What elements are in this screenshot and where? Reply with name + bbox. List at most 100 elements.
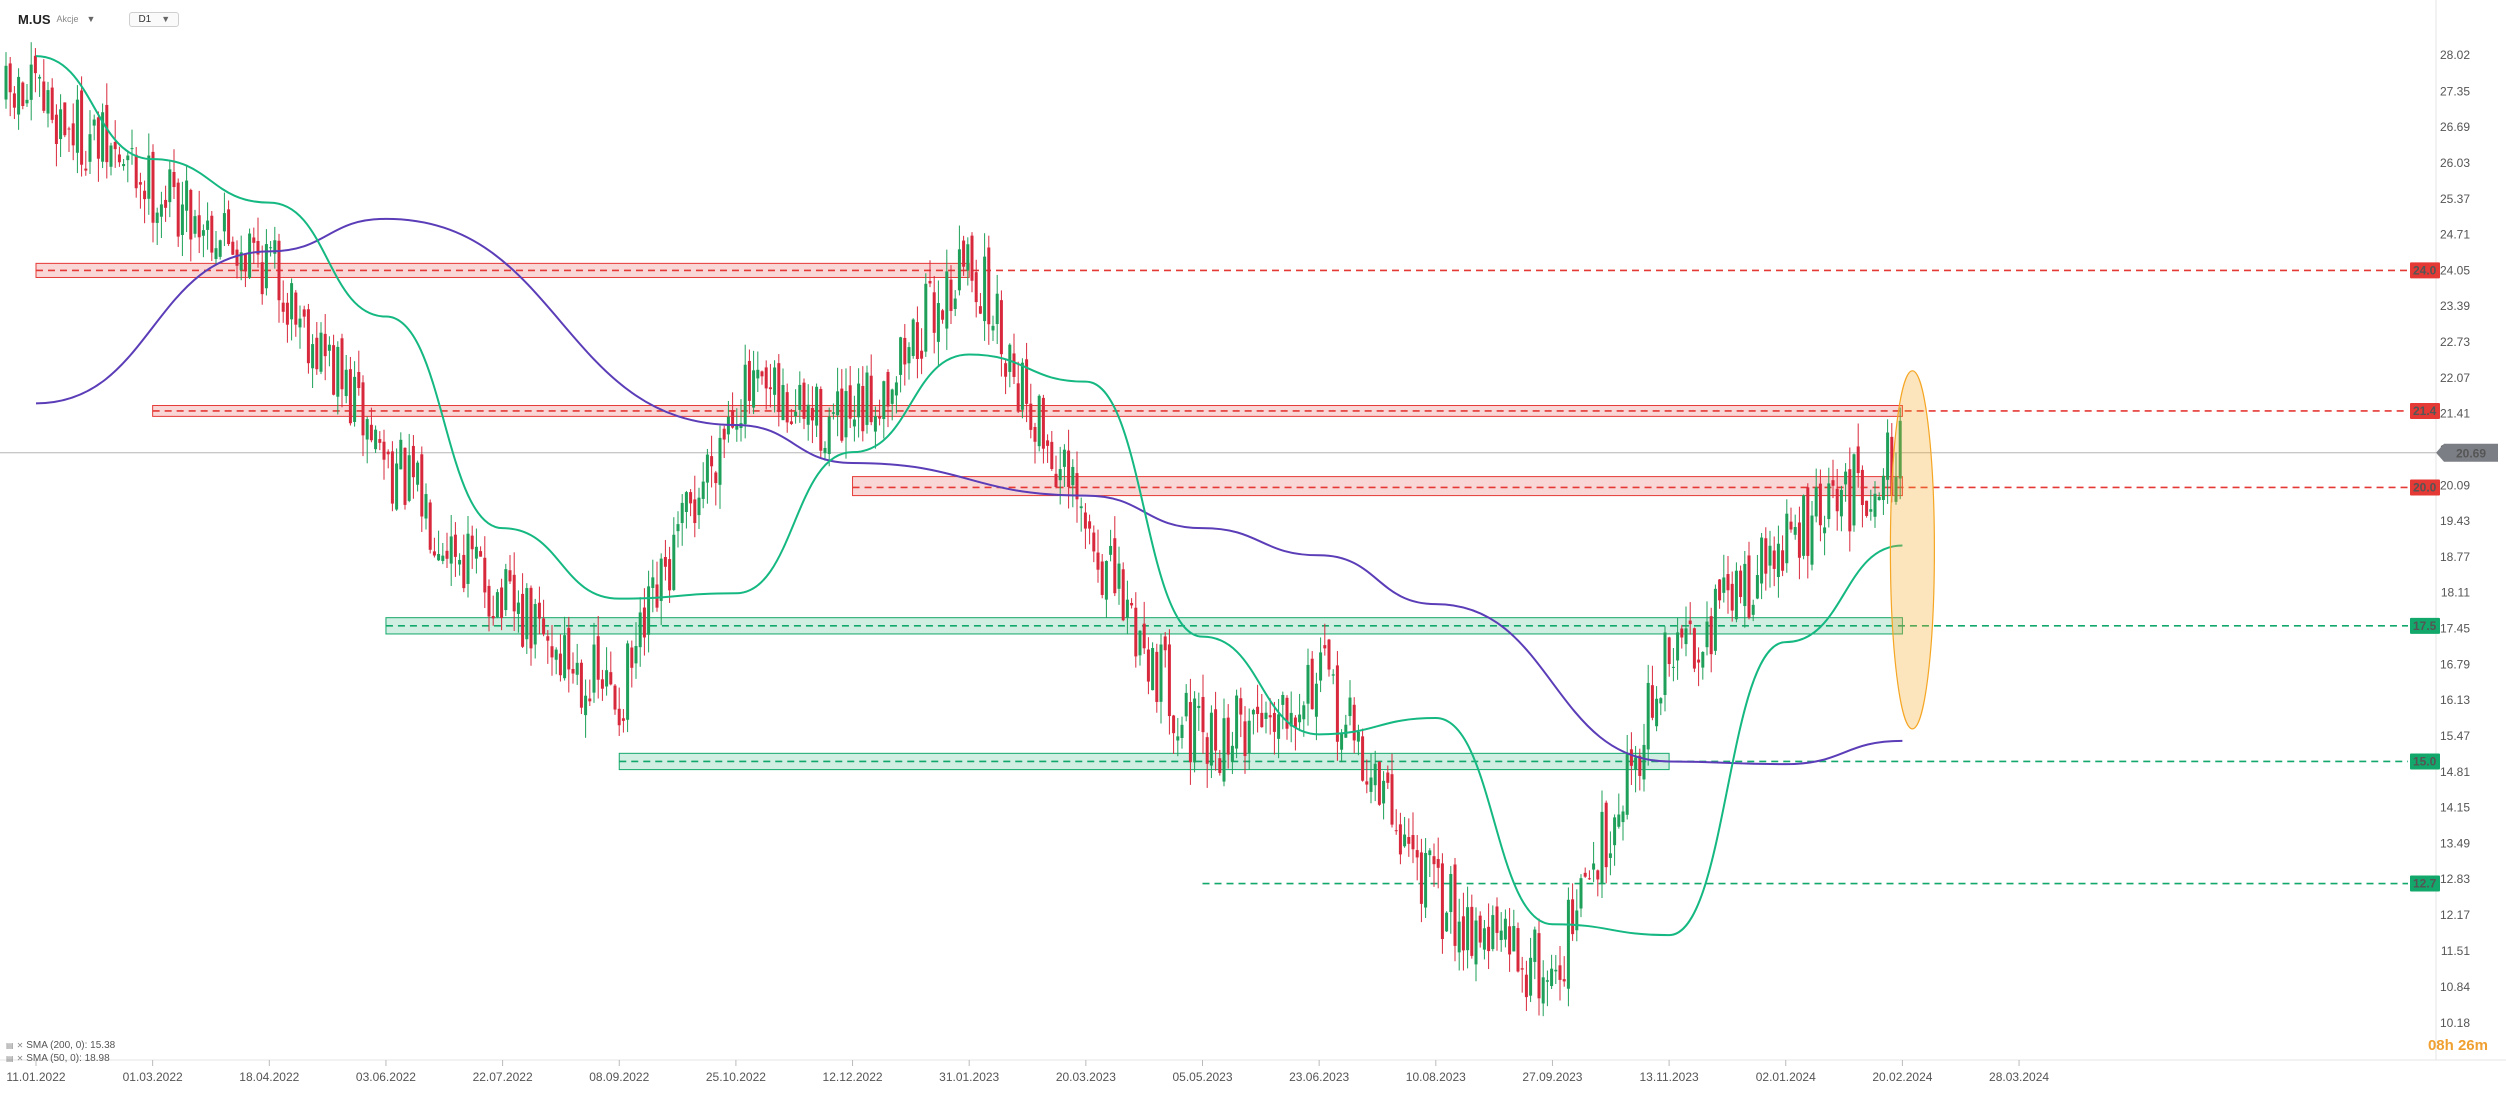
candle-up — [1755, 575, 1759, 599]
candle-up — [672, 534, 676, 590]
candle-up — [806, 404, 810, 425]
candle-down — [785, 392, 789, 423]
candle-down — [1092, 532, 1096, 552]
candle-down — [542, 618, 546, 635]
candle-down — [1100, 561, 1104, 595]
candle-down — [1256, 706, 1260, 715]
candle-down — [1083, 512, 1087, 529]
y-tick-label: 26.69 — [2440, 120, 2470, 134]
y-tick-label: 18.77 — [2440, 550, 2470, 564]
candle-up — [1621, 811, 1625, 823]
candle-up — [852, 419, 856, 427]
candle-down — [722, 428, 726, 440]
candle-down — [332, 345, 336, 395]
candle-up — [101, 112, 105, 162]
candle-down — [1361, 736, 1365, 781]
candle-down — [1848, 469, 1852, 532]
candle-down — [1865, 500, 1869, 516]
candle-up — [504, 569, 508, 611]
candle-up — [59, 109, 63, 140]
settings-icon[interactable]: ▤ — [6, 1041, 14, 1050]
candle-down — [1856, 446, 1860, 474]
candle-down — [508, 570, 512, 582]
candle-down — [886, 371, 890, 407]
candle-down — [1201, 697, 1205, 733]
support-level-tag — [2410, 875, 2440, 892]
candle-up — [1684, 628, 1688, 645]
candle-down — [1487, 926, 1491, 952]
candle-up — [1104, 560, 1108, 600]
candle-up — [1592, 863, 1596, 870]
candle-up — [424, 494, 428, 519]
candle-up — [155, 212, 159, 223]
candle-up — [1151, 648, 1155, 691]
moving-averages — [35, 55, 1936, 937]
candle-up — [815, 386, 819, 426]
candle-down — [1478, 915, 1482, 943]
candle-down — [420, 454, 424, 517]
x-tick-label: 31.01.2023 — [939, 1070, 999, 1084]
candle-up — [1184, 692, 1188, 717]
candle-down — [432, 551, 436, 556]
candle-down — [1293, 717, 1297, 728]
candle-down — [1050, 441, 1054, 470]
candle-down — [848, 385, 852, 419]
close-icon[interactable]: ✕ — [16, 1041, 24, 1050]
legend-sma200[interactable]: ▤ ✕ SMA (200, 0): 15.38 — [6, 1039, 115, 1052]
candle-up — [1898, 420, 1902, 479]
candle-up — [831, 412, 835, 414]
candle-down — [306, 309, 310, 364]
candle-down — [252, 237, 256, 243]
candle-up — [344, 369, 348, 397]
chevron-down-icon[interactable]: ▼ — [86, 14, 96, 24]
candle-up — [1877, 496, 1881, 501]
candle-up — [399, 439, 403, 470]
candle-down — [1155, 651, 1159, 702]
close-icon[interactable]: ✕ — [16, 1054, 24, 1063]
chevron-down-icon: ▼ — [161, 14, 171, 24]
candle-up — [1512, 925, 1516, 952]
timeframe-select[interactable]: D1 ▼ — [129, 11, 180, 27]
resistance-level-label: 20.0 — [2413, 480, 2437, 494]
candle-down — [1323, 645, 1327, 649]
candle-down — [500, 587, 504, 618]
candle-up — [647, 586, 651, 635]
candle-down — [1860, 469, 1864, 506]
resistance-zone — [852, 476, 1903, 497]
candle-down — [151, 151, 155, 223]
y-tick-label: 21.41 — [2440, 407, 2470, 421]
candle-down — [1697, 659, 1701, 663]
candle-up — [894, 382, 898, 396]
sma50-label: SMA (50, 0): 18.98 — [26, 1053, 110, 1064]
candle-up — [336, 346, 340, 397]
y-tick-label: 22.07 — [2440, 371, 2470, 385]
candle-down — [285, 302, 289, 325]
settings-icon[interactable]: ▤ — [6, 1054, 14, 1063]
candle-up — [1705, 621, 1709, 648]
candle-up — [1873, 493, 1877, 517]
x-tick-label: 08.09.2022 — [589, 1070, 649, 1084]
candle-down — [143, 190, 147, 200]
candle-up — [1180, 724, 1184, 739]
candle-up — [1382, 780, 1386, 804]
x-tick-label: 13.11.2023 — [1640, 1070, 1699, 1084]
candle-down — [1163, 636, 1167, 651]
candle-up — [575, 662, 579, 675]
candle-down — [453, 534, 457, 557]
candle-down — [67, 128, 71, 130]
candle-up — [684, 492, 688, 512]
candle-down — [962, 240, 966, 267]
candle-down — [1167, 644, 1171, 717]
candle-down — [1226, 717, 1230, 755]
candle-up — [1445, 912, 1449, 932]
candle-up — [1466, 907, 1470, 951]
candle-down — [113, 141, 117, 150]
y-tick-label: 28.02 — [2440, 48, 2470, 62]
candle-up — [533, 604, 537, 645]
candle-up — [525, 588, 529, 640]
candle-up — [1482, 928, 1486, 950]
legend-sma50[interactable]: ▤ ✕ SMA (50, 0): 18.98 — [6, 1052, 115, 1065]
candle-up — [1881, 475, 1885, 501]
candle-up — [1281, 694, 1285, 705]
